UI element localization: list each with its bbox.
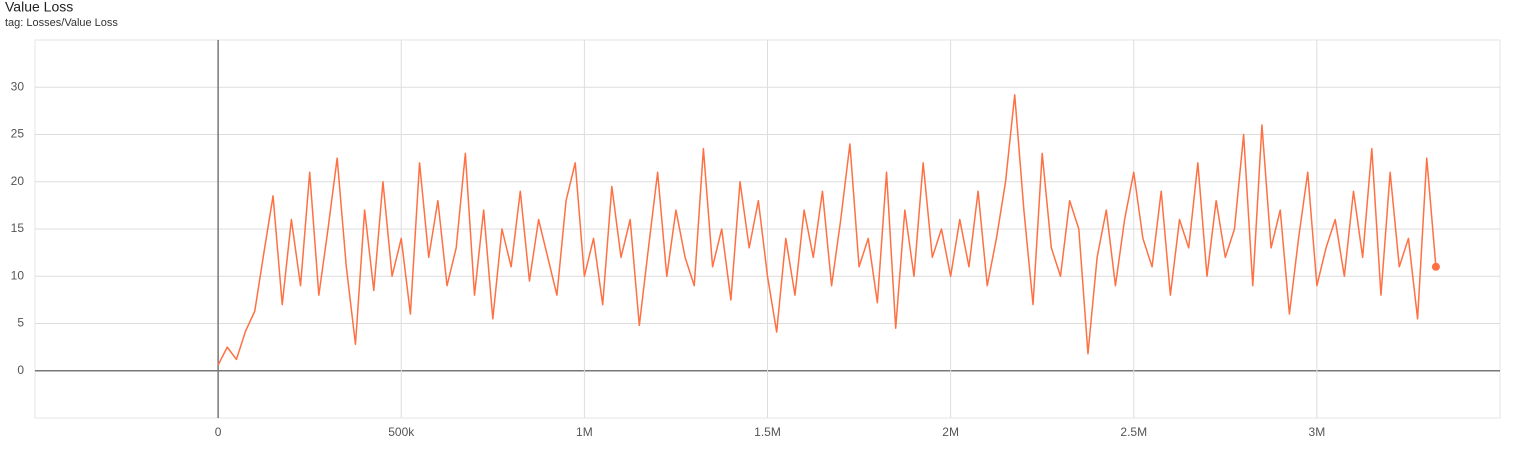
x-tick-label: 2.5M xyxy=(1120,425,1147,439)
chart-subtitle: tag: Losses/Value Loss xyxy=(5,17,118,29)
x-tick-label: 1.5M xyxy=(754,425,781,439)
y-tick-label: 10 xyxy=(11,268,25,282)
y-tick-label: 5 xyxy=(17,316,24,330)
x-tick-label: 1M xyxy=(576,425,593,439)
series-line xyxy=(217,94,1437,366)
last-point xyxy=(1431,262,1440,271)
x-tick-label: 3M xyxy=(1309,425,1326,439)
y-tick-label: 30 xyxy=(11,79,25,93)
y-tick-label: 25 xyxy=(11,127,25,141)
x-tick-label: 0 xyxy=(215,425,222,439)
y-tick-label: 0 xyxy=(17,363,24,377)
y-tick-label: 20 xyxy=(11,174,25,188)
x-tick-label: 500k xyxy=(388,425,415,439)
y-tick-label: 15 xyxy=(11,221,25,235)
x-tick-label: 2M xyxy=(942,425,959,439)
chart-title: Value Loss xyxy=(5,0,73,15)
